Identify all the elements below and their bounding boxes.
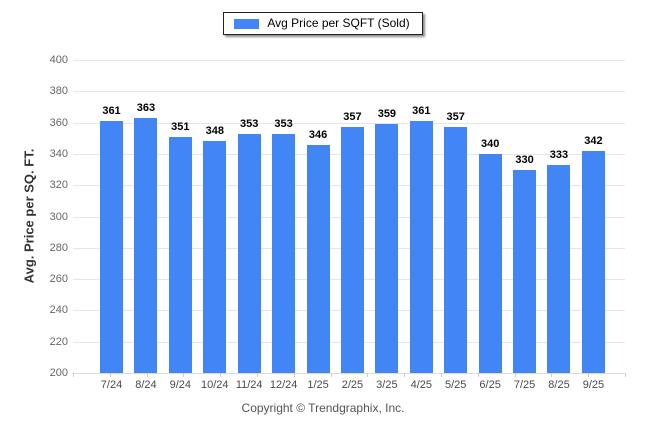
x-tick-mark	[330, 373, 332, 377]
bar-value-label-8/24: 363	[136, 102, 156, 114]
bar-8/25	[547, 165, 571, 373]
x-tick-mark	[146, 373, 148, 377]
legend-swatch-icon	[234, 18, 260, 29]
legend-label: Avg Price per SQFT (Sold)	[267, 16, 410, 30]
x-tick-mark	[293, 373, 295, 377]
bar-cell-9/24: 351 9/24	[168, 60, 192, 391]
y-tick-label-380: 380	[49, 85, 68, 97]
bar-value-label-12/24: 353	[274, 118, 293, 130]
bar-9/24	[168, 137, 192, 373]
y-tick-label-220: 220	[49, 336, 68, 348]
y-tick-label-240: 240	[49, 304, 68, 316]
bar-cell-8/25: 333 8/25	[547, 60, 571, 391]
bar-12/24	[272, 134, 296, 373]
bar-cell-3/25: 359 3/25	[375, 60, 399, 391]
bar-6/25	[478, 154, 502, 373]
x-axis-label-8/24: 8/24	[135, 379, 157, 391]
x-axis-label-11/24: 11/24	[235, 379, 263, 391]
gridline-400	[73, 60, 625, 61]
y-tick-label-340: 340	[49, 148, 68, 160]
bar-cell-2/25: 357 2/25	[340, 60, 364, 391]
bar-4/25	[409, 121, 433, 373]
bar-cell-8/24: 363 8/24	[134, 60, 158, 391]
gridline-360	[73, 123, 625, 124]
x-tick-mark	[109, 373, 111, 377]
x-tick-mark	[257, 373, 258, 377]
bar-7/25	[513, 170, 537, 373]
gridline-200	[73, 373, 625, 374]
bar-value-label-7/24: 361	[102, 105, 121, 117]
bar-value-label-5/25: 357	[446, 111, 465, 123]
x-tick-mark	[477, 373, 479, 377]
x-axis-label-1/25: 1/25	[307, 379, 329, 391]
bar-cell-9/25: 342 9/25	[581, 60, 605, 391]
legend: Avg Price per SQFT (Sold)	[0, 12, 646, 35]
bar-value-label-7/25: 330	[515, 154, 534, 166]
x-axis-label-3/25: 3/25	[376, 379, 398, 391]
bar-value-label-2/25: 357	[343, 111, 362, 123]
bar-cell-12/24: 353 12/24	[270, 60, 298, 391]
x-tick-mark	[183, 373, 185, 377]
bar-2/25	[340, 127, 364, 373]
x-axis-label-8/25: 8/25	[548, 379, 570, 391]
y-tick-label-200: 200	[49, 367, 68, 379]
x-axis-label-6/25: 6/25	[479, 379, 501, 391]
bar-7/24	[100, 121, 123, 373]
x-tick-mark	[514, 373, 516, 377]
legend-box: Avg Price per SQFT (Sold)	[223, 12, 423, 35]
y-tick-label-260: 260	[49, 273, 68, 285]
y-tick-label-280: 280	[49, 242, 68, 254]
bar-3/25	[375, 124, 399, 373]
bar-cell-4/25: 361 4/25	[409, 60, 433, 391]
bar-value-label-6/25: 340	[480, 138, 500, 150]
bar-cell-1/25: 346 1/25	[306, 60, 330, 391]
gridline-380	[73, 91, 625, 92]
y-tick-label-360: 360	[49, 117, 68, 129]
bar-value-label-10/24: 348	[205, 125, 224, 137]
bar-9/25	[581, 151, 605, 373]
x-axis-label-4/25: 4/25	[410, 379, 433, 391]
x-axis-label-9/25: 9/25	[582, 379, 605, 391]
bar-value-label-9/24: 351	[171, 121, 190, 133]
x-tick-mark	[625, 373, 626, 377]
bar-8/24	[134, 118, 158, 373]
x-tick-mark	[73, 373, 74, 377]
x-axis-label-9/24: 9/24	[169, 379, 192, 391]
y-tick-label-400: 400	[49, 54, 68, 66]
bar-1/25	[306, 145, 330, 373]
bar-cell-11/24: 353 11/24	[236, 60, 263, 391]
bars-group: 361 7/24 363 8/24 351 9/24 348 10/24 353 11/24 353…	[100, 60, 605, 391]
bar-cell-7/24: 361 7/24	[100, 60, 123, 391]
y-tick-label-320: 320	[49, 179, 68, 191]
bar-cell-10/24: 348 10/24	[201, 60, 229, 391]
bar-cell-7/25: 330 7/25	[513, 60, 537, 391]
y-tick-label-300: 300	[49, 211, 68, 223]
bar-value-label-3/25: 359	[377, 108, 397, 120]
bar-5/25	[444, 127, 468, 373]
bar-value-label-9/25: 342	[584, 135, 603, 147]
x-axis-label-7/25: 7/25	[513, 379, 536, 391]
x-tick-mark	[367, 373, 369, 377]
x-tick-mark	[220, 373, 222, 377]
bar-11/24	[237, 134, 261, 373]
bar-value-label-1/25: 346	[308, 129, 328, 141]
bar-cell-5/25: 357 5/25	[444, 60, 468, 391]
bar-value-label-4/25: 361	[412, 105, 431, 117]
x-tick-mark	[588, 373, 590, 377]
bar-cell-6/25: 340 6/25	[478, 60, 502, 391]
x-tick-mark	[404, 373, 406, 377]
x-tick-mark	[441, 373, 442, 377]
x-axis-label-12/24: 12/24	[269, 379, 298, 391]
copyright-text: Copyright © Trendgraphix, Inc.	[241, 401, 405, 415]
x-axis-label-5/25: 5/25	[445, 379, 467, 391]
plot-area: 200 220 240 260 280 300 320 340 360 380 400 361 7/24…	[50, 55, 626, 391]
x-tick-mark	[551, 373, 553, 377]
bar-value-label-11/24: 353	[240, 118, 259, 130]
x-axis-label-7/24: 7/24	[100, 379, 123, 391]
bar-value-label-8/25: 333	[549, 149, 569, 161]
bar-10/24	[203, 141, 227, 373]
x-axis-label-10/24: 10/24	[201, 379, 229, 391]
x-axis-label-2/25: 2/25	[341, 379, 364, 391]
